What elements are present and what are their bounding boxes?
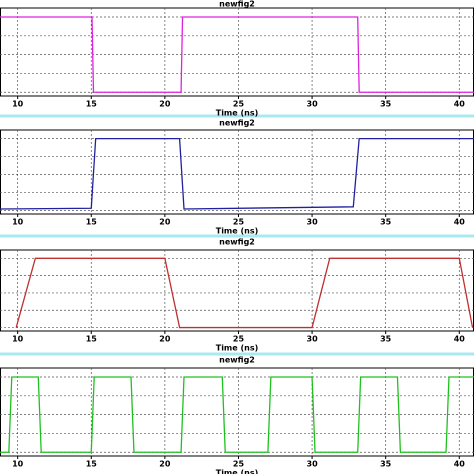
x-tick-label: 30 (307, 460, 319, 469)
x-tick-label: 20 (159, 218, 171, 227)
x-tick-label: 10 (12, 460, 24, 469)
x-tick-label: 25 (233, 335, 245, 344)
x-tick-label: 15 (86, 100, 98, 109)
chart-title: newfig2 (219, 238, 255, 247)
x-axis-label: Time (ns) (216, 344, 259, 353)
x-tick-label: 40 (454, 218, 466, 227)
x-tick-label: 10 (12, 218, 24, 227)
x-tick-label: 35 (380, 335, 392, 344)
x-tick-label: 35 (380, 218, 392, 227)
x-tick-label: 15 (86, 335, 98, 344)
x-tick-label: 10 (12, 335, 24, 344)
x-tick-label: 20 (159, 335, 171, 344)
x-tick-label: 40 (454, 335, 466, 344)
plot-area (0, 7, 474, 97)
chart-title: newfig2 (219, 356, 255, 365)
plot-area (0, 249, 474, 332)
x-tick-label: 25 (233, 460, 245, 469)
x-tick-label: 35 (380, 100, 392, 109)
signal-line (0, 137, 474, 210)
plot-area (0, 367, 474, 457)
x-tick-label: 20 (159, 100, 171, 109)
x-tick-label: 30 (307, 100, 319, 109)
chart-title: newfig2 (219, 119, 255, 128)
x-tick-label: 35 (380, 460, 392, 469)
signal-line (15, 257, 474, 329)
signal-line (0, 16, 474, 93)
x-tick-label: 40 (454, 460, 466, 469)
x-tick-label: 40 (454, 100, 466, 109)
signal-line (0, 376, 474, 453)
x-tick-label: 10 (12, 100, 24, 109)
x-tick-label: 15 (86, 218, 98, 227)
x-axis-label: Time (ns) (216, 469, 259, 474)
x-tick-label: 25 (233, 218, 245, 227)
x-tick-label: 20 (159, 460, 171, 469)
x-tick-label: 30 (307, 335, 319, 344)
x-tick-label: 15 (86, 460, 98, 469)
x-axis-label: Time (ns) (216, 227, 259, 236)
chart-title: newfig2 (219, 0, 255, 9)
plot-area (0, 129, 474, 215)
x-tick-label: 30 (307, 218, 319, 227)
x-tick-label: 25 (233, 100, 245, 109)
x-axis-label: Time (ns) (216, 109, 259, 118)
